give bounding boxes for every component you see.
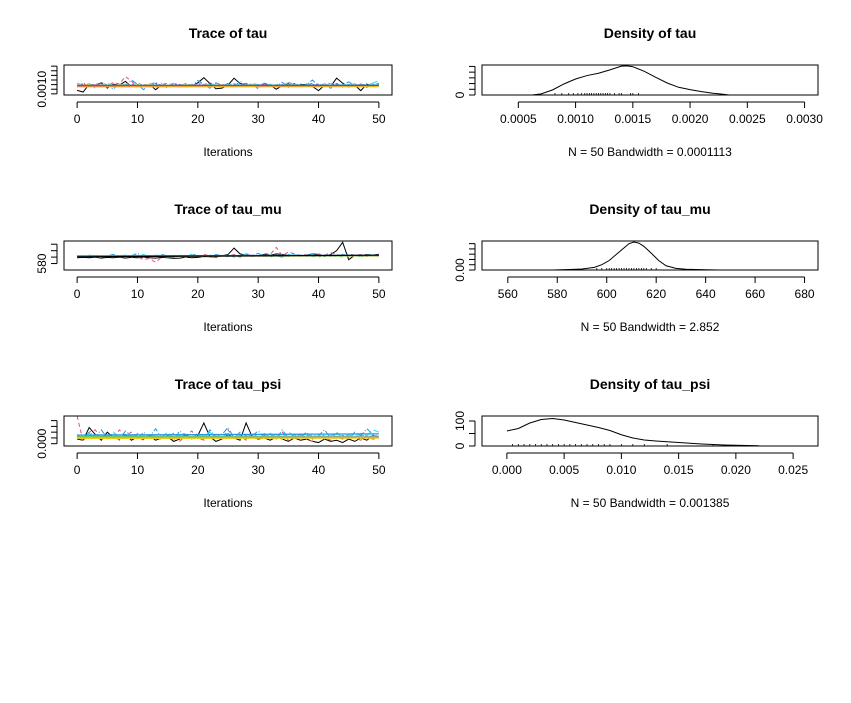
panel-1: Trace of tau 0 10 20 30 40 50 Iterations 0.0010 <box>35 25 393 159</box>
y-axis: 0 100 <box>453 411 476 449</box>
panel-3: Trace of tau_mu 0 10 20 30 40 50 Iterations 580 <box>35 201 393 334</box>
y-axis: 0 <box>453 65 476 98</box>
trace-series-1 <box>77 421 379 444</box>
x-tick-label: 0 <box>74 287 81 301</box>
x-tick-label: 0 <box>74 463 81 477</box>
x-tick-label: 0.025 <box>778 463 808 477</box>
x-axis-label: N = 50 Bandwidth = 2.852 <box>581 320 720 334</box>
x-tick-label: 0.005 <box>549 463 579 477</box>
smooth-line-3 <box>77 254 379 258</box>
x-tick-label: 0.0005 <box>500 112 537 126</box>
x-tick-label: 40 <box>312 463 326 477</box>
x-tick-label: 40 <box>312 112 326 126</box>
x-axis: 0.000 0.005 0.010 0.015 0.020 0.025 <box>492 452 808 477</box>
plot-area <box>76 416 380 444</box>
x-axis-label: Iterations <box>203 320 252 334</box>
y-tick-label: 0.000 <box>35 428 49 458</box>
x-tick-label: 640 <box>696 287 716 301</box>
y-tick-label: 580 <box>35 253 49 273</box>
x-tick-label: 0.0025 <box>729 112 766 126</box>
x-tick-label: 50 <box>372 287 386 301</box>
plot-area <box>532 65 730 95</box>
x-axis-label: Iterations <box>203 496 252 510</box>
x-tick-label: 20 <box>191 463 205 477</box>
x-tick-label: 50 <box>372 112 386 126</box>
x-tick-label: 30 <box>251 463 265 477</box>
plot-area <box>77 241 379 263</box>
smooth-line-2 <box>77 433 379 436</box>
y-axis: 0.0010 <box>35 65 58 108</box>
x-axis: 0 10 20 30 40 50 <box>74 452 386 477</box>
x-axis-label: N = 50 Bandwidth = 0.001385 <box>571 496 730 510</box>
density-curve <box>552 241 719 270</box>
x-tick-label: 620 <box>646 287 666 301</box>
y-tick-label: 0.0010 <box>35 71 49 108</box>
x-tick-label: 30 <box>251 112 265 126</box>
density-curve <box>506 417 759 446</box>
x-tick-label: 0.015 <box>664 463 694 477</box>
x-tick-label: 660 <box>745 287 765 301</box>
x-tick-label: 10 <box>131 287 145 301</box>
x-tick-label: 20 <box>191 287 205 301</box>
x-tick-label: 50 <box>372 463 386 477</box>
trace-series-2 <box>76 416 379 443</box>
x-axis-label: Iterations <box>203 145 252 159</box>
plot-frame <box>481 240 819 271</box>
y-tick-label: 0 <box>453 91 467 98</box>
x-tick-label: 10 <box>131 112 145 126</box>
plot-frame <box>63 415 393 447</box>
x-tick-label: 0.0030 <box>786 112 823 126</box>
trace-series-4 <box>76 426 380 442</box>
x-tick-label: 0.020 <box>721 463 751 477</box>
x-axis: 560 580 600 620 640 660 680 <box>498 276 815 301</box>
x-tick-label: 0.0010 <box>557 112 594 126</box>
plot-area <box>506 417 759 446</box>
x-tick-label: 0.0015 <box>614 112 651 126</box>
y-tick-label: 100 <box>453 411 467 431</box>
y-tick-label: 0 <box>453 442 467 449</box>
x-axis: 0 10 20 30 40 50 <box>74 101 386 126</box>
panel-title: Trace of tau_mu <box>174 201 281 217</box>
x-tick-label: 580 <box>547 287 567 301</box>
x-tick-label: 30 <box>251 287 265 301</box>
plot-frame <box>481 415 819 447</box>
x-tick-label: 0.000 <box>492 463 522 477</box>
x-axis-label: N = 50 Bandwidth = 0.0001113 <box>568 145 732 159</box>
x-tick-label: 0 <box>74 112 81 126</box>
x-tick-label: 680 <box>795 287 815 301</box>
panel-title: Trace of tau <box>189 25 268 41</box>
x-axis: 0.0005 0.0010 0.0015 0.0020 0.0025 0.0030 <box>500 101 823 126</box>
plot-frame <box>63 64 393 96</box>
panel-title: Density of tau <box>604 25 697 41</box>
x-tick-label: 560 <box>498 287 518 301</box>
panel-title: Density of tau_mu <box>589 201 710 217</box>
x-tick-label: 40 <box>312 287 326 301</box>
panel-title: Trace of tau_psi <box>175 376 282 392</box>
y-axis: 0.000 <box>35 420 58 459</box>
y-axis: 580 <box>35 243 58 274</box>
panel-4: Density of tau_mu 560 580 600 620 640 660 680 N … <box>453 201 819 334</box>
x-tick-label: 0.010 <box>606 463 636 477</box>
y-tick-label: 0.00 <box>453 258 467 282</box>
plot-area <box>552 241 719 270</box>
x-tick-label: 600 <box>597 287 617 301</box>
x-tick-label: 20 <box>191 112 205 126</box>
y-axis: 0.00 <box>453 243 476 282</box>
x-axis: 0 10 20 30 40 50 <box>74 276 386 301</box>
panel-title: Density of tau_psi <box>590 376 711 392</box>
smooth-line-1 <box>77 436 379 438</box>
plot-frame <box>481 64 819 96</box>
panel-5: Trace of tau_psi 0 10 20 30 40 50 Iterations 0.0… <box>35 376 393 510</box>
x-tick-label: 0.0020 <box>672 112 709 126</box>
plot-frame <box>63 240 393 271</box>
x-tick-label: 10 <box>131 463 145 477</box>
density-curve <box>532 65 730 95</box>
plot-area <box>76 75 380 93</box>
